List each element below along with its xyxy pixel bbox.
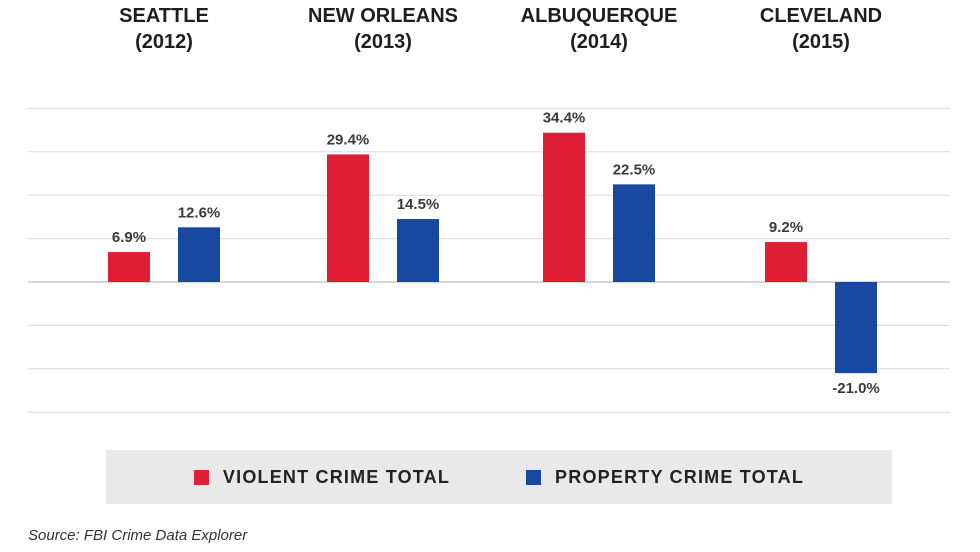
data-label: 12.6% [178, 204, 221, 221]
bar-violent [543, 132, 585, 282]
bar-violent [327, 154, 369, 282]
data-label: 29.4% [327, 131, 370, 148]
bar-violent [765, 242, 807, 282]
legend-label-property: PROPERTY CRIME TOTAL [555, 466, 805, 487]
category-title: (2015) [792, 31, 850, 53]
source-note: Source: FBI Crime Data Explorer [28, 527, 248, 544]
bar-property [835, 282, 877, 374]
category-title: (2012) [135, 31, 193, 53]
bar-property [178, 227, 220, 282]
data-label: 22.5% [613, 161, 656, 178]
data-label: 34.4% [543, 110, 586, 127]
legend-label-violent: VIOLENT CRIME TOTAL [222, 466, 451, 487]
data-label: 6.9% [112, 229, 146, 246]
legend-item-violent: VIOLENT CRIME TOTAL [193, 466, 451, 488]
category-title: ALBUQUERQUE [521, 5, 678, 27]
bar-violent [108, 252, 150, 282]
bar-property [613, 184, 655, 282]
bar-chart: SEATTLE (2012) NEW ORLEANS (2013) ALBUQUERQU… [28, 5, 950, 413]
category-title: (2014) [570, 31, 628, 53]
data-label: 9.2% [769, 219, 803, 236]
category-title: (2013) [354, 31, 412, 53]
data-label: 14.5% [397, 196, 440, 213]
bar-property [397, 219, 439, 282]
category-title: SEATTLE [119, 5, 209, 27]
legend-swatch-property [526, 469, 542, 485]
legend-swatch-violent [193, 469, 209, 485]
category-title: CLEVELAND [760, 5, 882, 27]
chart-legend: VIOLENT CRIME TOTAL PROPERTY CRIME TOTAL [106, 450, 892, 504]
data-label: -21.0% [832, 380, 880, 397]
legend-item-property: PROPERTY CRIME TOTAL [526, 467, 804, 488]
category-title: NEW ORLEANS [308, 5, 458, 27]
